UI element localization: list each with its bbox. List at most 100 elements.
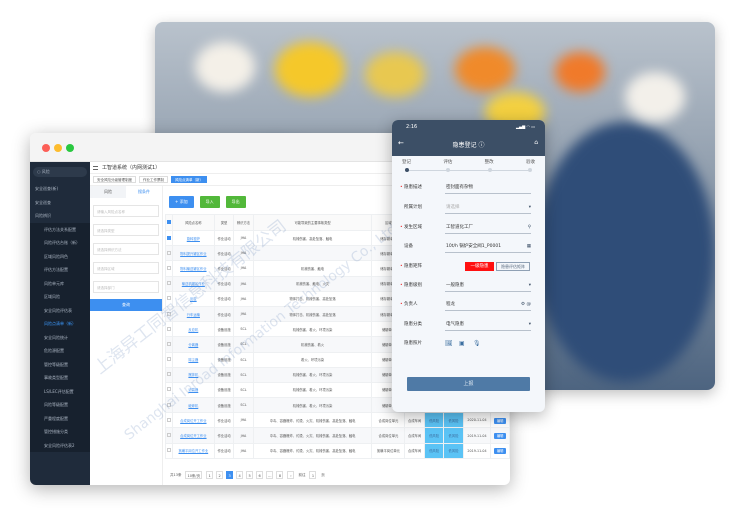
field-icon[interactable]: ▾ [528,322,531,327]
field-icon[interactable]: ⚲ [527,225,531,230]
sidebar-item[interactable]: 管控措施分类 [30,425,90,439]
filter-input[interactable]: 请选择辨识方法 [93,243,159,255]
row-checkbox[interactable] [165,305,173,323]
row-checkbox[interactable] [165,229,173,247]
filter-input[interactable]: 请选择类型 [93,224,159,236]
sidebar-item[interactable]: 风险等级配置 [30,398,90,412]
row-checkbox[interactable] [165,381,173,399]
sidebar-item[interactable]: 安全巡查 [35,199,51,205]
risk-point-link[interactable]: 输送机罐区作业 [181,282,205,287]
risk-point-link[interactable]: 旋转窑炉 [186,236,200,241]
risk-point-link[interactable]: 分离器 [188,342,199,347]
sidebar-item[interactable]: LS/LEC评估配置 [30,384,90,398]
risk-point-link[interactable]: 除尘器 [188,358,199,363]
row-checkbox[interactable] [165,366,173,383]
page-size-select[interactable]: 10条/页 [185,471,203,479]
table-cell[interactable]: 除尘器 [171,351,215,368]
table-cell[interactable]: 反应机 [171,321,215,338]
add-button[interactable]: + 添加 [169,196,194,208]
table-cell[interactable]: 搅拌机 [171,366,215,383]
export-button[interactable]: 导出 [225,196,246,208]
table-cell[interactable]: 分离器 [171,336,215,353]
row-checkbox[interactable] [165,275,173,292]
edit-button[interactable]: 编辑 [493,433,507,440]
risk-point-link[interactable]: 合成岗位开工作业 [180,418,207,423]
row-checkbox[interactable] [165,290,173,307]
goto-input[interactable]: 1 [309,471,317,479]
page-button[interactable]: 4 [236,471,244,479]
home-icon[interactable]: ⌂ [534,139,538,146]
risk-point-link[interactable]: 搅拌机 [188,373,199,378]
sidebar-search-input[interactable]: ○ 风险 [33,167,87,177]
back-arrow-icon[interactable]: ← [398,139,404,147]
edit-button[interactable]: 编辑 [493,448,507,455]
field-input[interactable]: 请选择 [445,203,531,214]
sidebar-item[interactable]: 风险单元库 [30,276,90,290]
field-icon[interactable]: ▾ [528,283,531,288]
risk-point-link[interactable]: 合成岗位开工作业 [180,434,207,439]
table-cell[interactable]: 滤袋器 [171,381,215,399]
sidebar-item[interactable]: 严重程度配置 [30,411,90,425]
page-tab[interactable]: 风险点清单（新） [171,176,207,183]
field-icon[interactable]: ▾ [528,205,531,210]
table-cell[interactable]: 输送机罐区作业 [171,275,215,292]
row-checkbox[interactable] [165,412,173,429]
table-cell[interactable]: 氯磺平岗位开工作业 [171,442,215,459]
sidebar-item[interactable]: 评估方法关系配置 [30,222,90,236]
filter-tab-risk[interactable]: 风险 [90,186,126,198]
row-checkbox[interactable] [165,442,173,459]
field-input[interactable]: 密封面有杂物 [445,183,531,194]
edit-button[interactable]: 编辑 [493,417,507,424]
table-cell[interactable]: 反应 [171,290,215,307]
page-button[interactable]: 8 [276,471,284,479]
sidebar-item[interactable]: 区域风险 [30,290,90,304]
row-checkbox[interactable] [165,321,173,338]
field-icon[interactable]: ▦ [526,244,531,249]
field-input[interactable]: 工智道化工厂 [445,223,531,234]
table-cell[interactable]: 编辑 [490,427,510,444]
filter-input[interactable]: 请选择部门 [93,281,159,293]
risk-point-link[interactable]: 破碎机 [188,403,199,408]
row-checkbox[interactable] [165,245,173,262]
photo-add-icon[interactable]: 🖼 [445,340,453,347]
minimize-button[interactable] [54,144,62,152]
sidebar-item[interactable]: 安全风险评估表2 [30,438,90,452]
sidebar-item[interactable]: 评估方法配置 [30,263,90,277]
risk-point-link[interactable]: 滤袋器 [188,388,199,393]
field-icon[interactable]: ⚙ @ [521,302,531,307]
select-all-checkbox[interactable] [165,214,173,231]
field-input[interactable]: 电气隐患 [445,320,531,331]
risk-point-link[interactable]: 反应 [190,297,197,302]
risk-point-link[interactable]: 物料提升罐区作业 [180,251,207,256]
field-input[interactable]: 一般隐患 [445,281,531,292]
page-button[interactable]: 2 [216,471,224,479]
table-cell[interactable]: 编辑 [490,442,510,459]
page-button[interactable]: 3 [226,471,234,479]
sidebar-item[interactable]: 危险源配置 [30,344,90,358]
page-button[interactable]: 6 [256,471,264,479]
table-cell[interactable]: 破碎机 [171,397,215,414]
matrix-button[interactable]: 隐患评估矩阵 [496,262,530,271]
filter-input[interactable]: 请选择区域 [93,262,159,274]
page-button[interactable]: ... [266,471,274,479]
risk-point-link[interactable]: 行车运输 [186,312,200,317]
risk-point-link[interactable]: 氯磺平岗位开工作业 [178,449,209,454]
sidebar-item[interactable]: 安全风险统计 [30,330,90,344]
row-checkbox[interactable] [165,260,173,277]
row-checkbox[interactable] [165,351,173,368]
row-checkbox[interactable] [165,397,173,414]
next-page-button[interactable]: › [287,471,295,479]
page-tab[interactable]: 作业工作票制 [139,176,168,183]
menu-icon[interactable] [93,166,98,170]
sidebar-item[interactable]: 风险评估台账（新） [30,236,90,250]
table-cell[interactable]: 合成岗位开工作业 [171,412,215,429]
import-button[interactable]: 导入 [199,196,220,208]
filter-tab-conditions[interactable]: 搜条件 [126,186,162,198]
sidebar-item[interactable]: 安全巡查(新) [35,186,59,191]
maximize-button[interactable] [66,144,74,152]
sidebar-item[interactable]: 安全风险评估表 [30,303,90,317]
close-button[interactable] [42,144,50,152]
query-button[interactable]: 查询 [90,299,162,311]
field-input[interactable]: 10t/h 锅炉安全阀1_P0001 [445,242,531,253]
sidebar-item[interactable]: 区域风险四色 [30,249,90,263]
